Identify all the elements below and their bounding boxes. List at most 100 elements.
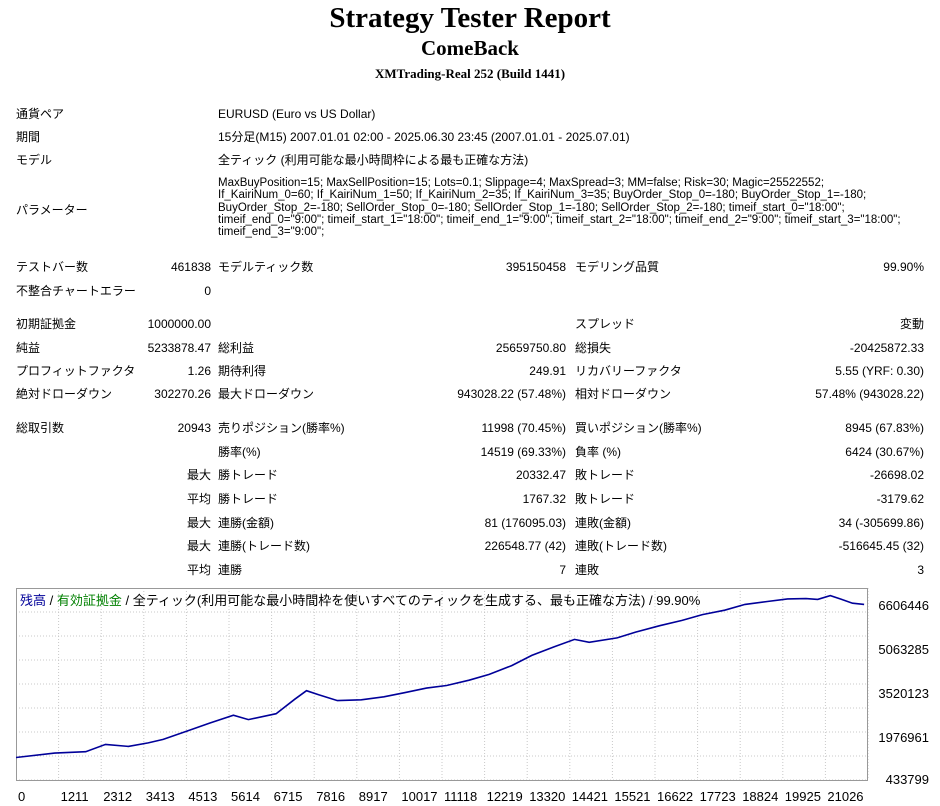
quality-value: 99.90% xyxy=(883,260,924,274)
spread-value: 変動 xyxy=(899,317,924,331)
x-tick-label: 10017 xyxy=(401,789,437,804)
params-label: パラメーター xyxy=(16,203,88,217)
ea-name: ComeBack xyxy=(421,36,519,60)
max-consec-loss-amt-label: 連敗(金額) xyxy=(575,516,631,530)
y-tick-label: 433799 xyxy=(886,772,929,787)
short-label: 売りポジション(勝率%) xyxy=(218,421,345,435)
recovery-label: リカバリーファクタ xyxy=(575,364,682,378)
x-tick-label: 15521 xyxy=(614,789,650,804)
max-label-2: 最大 xyxy=(186,516,211,530)
max-consec-loss-cnt-value: -516645.45 (32) xyxy=(838,539,924,553)
mismatch-label: 不整合チャートエラー xyxy=(16,284,136,298)
gross-loss-value: -20425872.33 xyxy=(849,341,924,355)
x-tick-label: 21026 xyxy=(827,789,863,804)
bars-value: 461838 xyxy=(170,260,211,274)
quality-label: モデリング品質 xyxy=(575,260,660,274)
avg-win-label: 勝トレード xyxy=(218,492,279,506)
max-consec-loss-cnt-label: 連敗(トレード数) xyxy=(575,539,667,553)
gross-profit-label: 総利益 xyxy=(218,341,255,355)
abs-dd-label: 絶対ドローダウン xyxy=(16,387,113,401)
bars-label: テストバー数 xyxy=(16,260,89,274)
symbol-value: EURUSD (Euro vs US Dollar) xyxy=(218,107,376,121)
recovery-value: 5.55 (YRF: 0.30) xyxy=(835,364,924,378)
y-tick-label: 3520123 xyxy=(878,686,929,701)
ticks-label: モデルティック数 xyxy=(218,260,314,274)
x-tick-label: 3413 xyxy=(146,789,175,804)
x-tick-label: 12219 xyxy=(487,789,523,804)
rel-dd-label: 相対ドローダウン xyxy=(575,387,672,401)
loss-rate-value: 6424 (30.67%) xyxy=(845,445,924,459)
deposit-value: 1000000.00 xyxy=(147,317,211,331)
pf-label: プロフィットファクタ xyxy=(16,364,136,378)
avg-consec-loss-value: 3 xyxy=(917,563,924,577)
avg-consec-win-label: 連勝 xyxy=(218,563,243,577)
y-tick-label: 6606446 xyxy=(878,598,929,613)
legend-balance: 残高 xyxy=(20,593,47,608)
chart-grid xyxy=(16,588,869,781)
x-tick-label: 16622 xyxy=(657,789,693,804)
long-label: 買いポジション(勝率%) xyxy=(575,421,702,435)
legend-rest: / 全ティック(利用可能な最小時間枠を使いすべてのティックを生成する、最も正確な… xyxy=(121,593,701,608)
deposit-label: 初期証拠金 xyxy=(16,317,77,331)
x-tick-label: 14421 xyxy=(572,789,608,804)
loss-rate-label: 負率 (%) xyxy=(575,445,621,459)
x-axis-ticks: 0 1211 2312 3413 4513 5614 6715 7816 8917 10017 11… xyxy=(18,789,864,804)
y-tick-label: 1976961 xyxy=(878,730,929,745)
model-value: 全ティック (利用可能な最小時間枠による最も正確な方法) xyxy=(218,153,529,167)
legend-sep: / xyxy=(46,593,57,608)
max-consec-win-amt-label: 連勝(金額) xyxy=(218,516,274,530)
model-label: モデル xyxy=(16,153,53,167)
report-title: Strategy Tester Report xyxy=(329,2,611,34)
max-label: 最大 xyxy=(186,468,211,482)
max-label-3: 最大 xyxy=(186,539,211,553)
max-dd-label: 最大ドローダウン xyxy=(218,387,315,401)
max-loss-value: -26698.02 xyxy=(869,468,924,482)
avg-win-value: 1767.32 xyxy=(522,492,566,506)
x-tick-label: 17723 xyxy=(700,789,736,804)
server-build: XMTrading-Real 252 (Build 1441) xyxy=(374,66,566,81)
chart-legend: 残高 / 有効証拠金 / 全ティック(利用可能な最小時間枠を使いすべてのティック… xyxy=(20,590,700,609)
avg-consec-loss-label: 連敗 xyxy=(575,563,600,577)
max-dd-value: 943028.22 (57.48%) xyxy=(457,387,566,401)
balance-line xyxy=(16,594,865,759)
max-win-value: 20332.47 xyxy=(515,468,566,482)
x-tick-label: 0 xyxy=(18,789,25,804)
short-value: 11998 (70.45%) xyxy=(481,421,566,435)
avg-loss-value: -3179.62 xyxy=(876,492,924,506)
x-tick-label: 8917 xyxy=(359,789,388,804)
params-value: MaxBuyPosition=15; MaxSellPosition=15; L… xyxy=(218,177,901,239)
abs-dd-value: 302270.26 xyxy=(154,387,211,401)
max-consec-win-amt-value: 81 (176095.03) xyxy=(484,516,566,530)
y-tick-label: 5063285 xyxy=(878,642,929,657)
max-consec-win-cnt-label: 連勝(トレード数) xyxy=(218,539,310,553)
x-tick-label: 5614 xyxy=(231,789,260,804)
avg-consec-win-value: 7 xyxy=(559,563,566,577)
period-value: 15分足(M15) 2007.01.01 02:00 - 2025.06.30 … xyxy=(218,130,630,144)
expected-value: 249.91 xyxy=(529,364,566,378)
avg-label-2: 平均 xyxy=(186,563,211,577)
total-trades-value: 20943 xyxy=(177,421,211,435)
gross-profit-value: 25659750.80 xyxy=(495,341,566,355)
max-win-label: 勝トレード xyxy=(218,468,279,482)
plot-frame xyxy=(16,588,868,781)
x-tick-label: 4513 xyxy=(188,789,217,804)
x-tick-label: 6715 xyxy=(274,789,303,804)
x-tick-label: 7816 xyxy=(316,789,345,804)
long-value: 8945 (67.83%) xyxy=(845,421,924,435)
expected-label: 期待利得 xyxy=(218,364,267,378)
net-value: 5233878.47 xyxy=(147,341,211,355)
x-tick-label: 11118 xyxy=(444,789,477,804)
win-rate-label: 勝率(%) xyxy=(218,445,261,459)
total-trades-label: 総取引数 xyxy=(16,421,65,435)
x-tick-label: 1211 xyxy=(61,789,89,804)
ticks-value: 395150458 xyxy=(505,260,566,274)
max-consec-loss-amt-value: 34 (-305699.86) xyxy=(838,516,924,530)
x-tick-label: 13320 xyxy=(529,789,565,804)
symbol-label: 通貨ペア xyxy=(16,107,65,121)
y-axis-ticks: 6606446 5063285 3520123 1976961 433799 xyxy=(878,598,929,787)
avg-loss-label: 敗トレード xyxy=(575,492,636,506)
x-tick-label: 18824 xyxy=(742,789,778,804)
avg-label: 平均 xyxy=(186,492,211,506)
win-rate-value: 14519 (69.33%) xyxy=(480,445,566,459)
net-label: 純益 xyxy=(16,341,41,355)
